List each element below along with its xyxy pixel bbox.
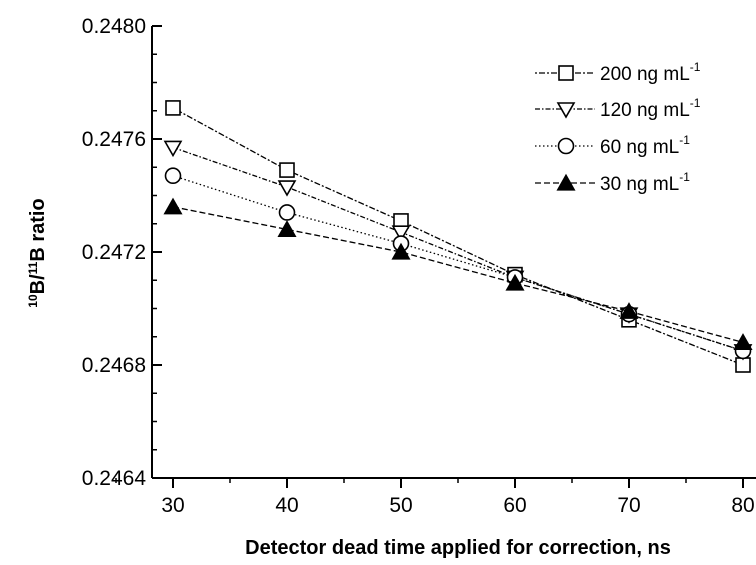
x-tick-label: 80 <box>731 494 754 517</box>
x-tick-label: 30 <box>161 494 184 517</box>
legend-marker <box>558 103 574 117</box>
data-point <box>166 101 180 115</box>
x-tick-label: 50 <box>389 494 412 517</box>
series-2 <box>166 168 751 358</box>
y-axis-title-sup2: 11 <box>26 261 40 274</box>
data-point <box>279 221 296 236</box>
data-point <box>735 334 752 349</box>
legend-label: 60 ng mL-1 <box>600 133 690 158</box>
y-tick-label: 0.2476 <box>82 128 146 151</box>
legend-label: 120 ng mL-1 <box>600 96 701 121</box>
series-3 <box>165 199 752 350</box>
data-point <box>166 168 181 183</box>
series-line <box>173 176 743 351</box>
data-point <box>279 181 295 195</box>
x-axis-title: Detector dead time applied for correctio… <box>245 537 671 559</box>
data-point <box>165 141 181 155</box>
y-tick-label: 0.2464 <box>82 467 147 490</box>
data-point <box>280 163 294 177</box>
x-tick-label: 70 <box>617 494 640 517</box>
y-tick-label: 0.2472 <box>82 241 146 264</box>
data-point <box>165 199 182 214</box>
y-tick-label: 0.2480 <box>82 15 146 38</box>
data-point <box>280 205 295 220</box>
legend-marker <box>559 66 573 80</box>
y-axis-title-part2: B ratio <box>27 198 49 261</box>
legend-label: 30 ng mL-1 <box>600 170 690 195</box>
legend-marker <box>559 139 574 154</box>
x-tick-label: 40 <box>275 494 298 517</box>
y-axis-title-sup1: 10 <box>26 294 40 308</box>
legend: 200 ng mL-1 120 ng mL-1 60 ng mL-1 30 ng mL… <box>535 60 701 195</box>
legend-label: 200 ng mL-1 <box>600 60 701 85</box>
series-line <box>173 207 743 343</box>
x-tick-label: 60 <box>503 494 526 517</box>
axes: 0.2464 0.2468 0.2472 0.2476 0.2480 30 40 50 60 70… <box>82 15 756 517</box>
y-axis-title-part1: B/ <box>27 274 49 294</box>
y-axis-title: 10B/11B ratio <box>26 198 49 307</box>
y-tick-label: 0.2468 <box>82 354 146 377</box>
